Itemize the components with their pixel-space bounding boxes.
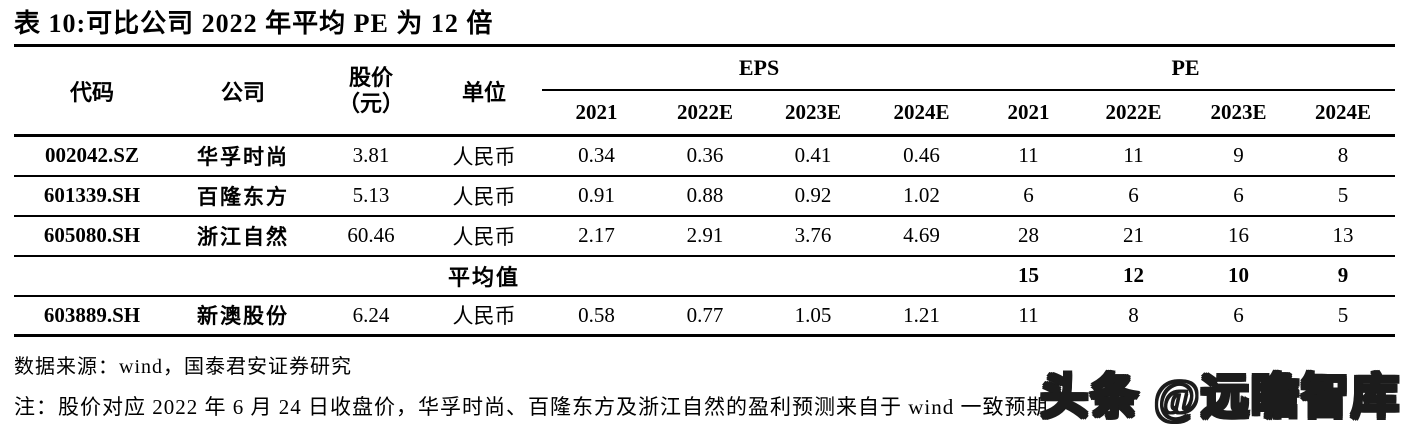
cell-pe-2022e: 21	[1081, 214, 1187, 256]
col-group-pe: PE	[976, 45, 1396, 91]
col-header-pe-2023e: 2023E	[1186, 89, 1292, 137]
cell-eps-2024e: 1.21	[867, 294, 977, 336]
cell-eps-2021: 0.58	[542, 294, 651, 336]
cell-company: 浙江自然	[170, 214, 316, 256]
cell-code: 002042.SZ	[14, 134, 170, 176]
col-header-code: 代码	[14, 45, 170, 137]
cell-company-empty	[170, 254, 316, 296]
cell-eps-2021: 2.17	[542, 214, 651, 256]
cell-unit: 人民币	[426, 214, 542, 256]
cell-price: 6.24	[316, 294, 426, 336]
col-header-unit: 单位	[426, 45, 542, 137]
cell-pe-2023e: 9	[1186, 134, 1292, 176]
col-header-eps-2022e: 2022E	[651, 89, 759, 137]
table-header: 代码 公司 股价 （元） 单位 EPS PE 2021 2022E 2023E …	[14, 45, 1396, 137]
cell-pe-2023e: 10	[1186, 254, 1292, 296]
col-header-pe-2021: 2021	[976, 89, 1082, 137]
cell-price-empty	[316, 254, 426, 296]
cell-eps-2022e: 2.91	[651, 214, 759, 256]
cell-eps-2023e: 1.05	[759, 294, 867, 336]
footnote-line: 注：股价对应 2022 年 6 月 24 日收盘价，华孚时尚、百隆东方及浙江自然…	[14, 395, 1049, 419]
cell-pe-2024e: 8	[1291, 134, 1396, 176]
table-row-huafu: 002042.SZ 华孚时尚 3.81 人民币 0.34 0.36 0.41 0…	[14, 134, 1396, 176]
cell-price: 3.81	[316, 134, 426, 176]
cell-company: 百隆东方	[170, 174, 316, 216]
cell-pe-2024e: 9	[1291, 254, 1396, 296]
cell-eps-2022e: 0.77	[651, 294, 759, 336]
cell-unit: 人民币	[426, 294, 542, 336]
col-header-pe-2022e: 2022E	[1081, 89, 1187, 137]
col-header-price: 股价 （元）	[316, 45, 426, 137]
cell-eps-2023e: 0.92	[759, 174, 867, 216]
cell-pe-2023e: 16	[1186, 214, 1292, 256]
cell-eps-2024e: 0.46	[867, 134, 977, 176]
cell-pe-2024e: 5	[1291, 174, 1396, 216]
cell-pe-2022e: 12	[1081, 254, 1187, 296]
cell-pe-2022e: 6	[1081, 174, 1187, 216]
col-header-price-line2: （元）	[337, 90, 404, 116]
cell-average-label: 平均值	[426, 254, 542, 296]
cell-company: 新澳股份	[170, 294, 316, 336]
cell-eps-2024e: 1.02	[867, 174, 977, 216]
cell-eps-2021: 0.34	[542, 134, 651, 176]
cell-code: 605080.SH	[14, 214, 170, 256]
cell-pe-2021: 28	[976, 214, 1082, 256]
cell-pe-2022e: 11	[1081, 134, 1187, 176]
cell-code: 601339.SH	[14, 174, 170, 216]
cell-pe-2022e: 8	[1081, 294, 1187, 336]
header-row-groups: 代码 公司 股价 （元） 单位 EPS PE	[14, 45, 1396, 137]
cell-eps-2024e-empty	[867, 254, 977, 296]
cell-pe-2021: 11	[976, 134, 1082, 176]
data-source-line: 数据来源：wind，国泰君安证券研究	[14, 356, 352, 378]
table-row-bailong: 601339.SH 百隆东方 5.13 人民币 0.91 0.88 0.92 1…	[14, 174, 1396, 216]
cell-eps-2022e: 0.88	[651, 174, 759, 216]
cell-company: 华孚时尚	[170, 134, 316, 176]
cell-eps-2023e: 3.76	[759, 214, 867, 256]
table-row-xinao: 603889.SH 新澳股份 6.24 人民币 0.58 0.77 1.05 1…	[14, 294, 1396, 336]
cell-eps-2023e-empty	[759, 254, 867, 296]
table-row-zhejiang: 605080.SH 浙江自然 60.46 人民币 2.17 2.91 3.76 …	[14, 214, 1396, 256]
col-header-eps-2021: 2021	[542, 89, 651, 137]
watermark: 头条 @远瞻智库	[1039, 370, 1401, 426]
cell-pe-2021: 15	[976, 254, 1082, 296]
col-header-eps-2023e: 2023E	[759, 89, 867, 137]
cell-pe-2023e: 6	[1186, 294, 1292, 336]
table-row-average: 平均值 15 12 10 9	[14, 254, 1396, 296]
cell-price: 5.13	[316, 174, 426, 216]
cell-eps-2023e: 0.41	[759, 134, 867, 176]
cell-pe-2021: 6	[976, 174, 1082, 216]
table-title: 表 10:可比公司 2022 年平均 PE 为 12 倍	[14, 9, 494, 38]
header-row-years: 2021 2022E 2023E 2024E 2021 2022E 2023E …	[14, 89, 1396, 137]
cell-pe-2024e: 5	[1291, 294, 1396, 336]
cell-eps-2022e-empty	[651, 254, 759, 296]
cell-code: 603889.SH	[14, 294, 170, 336]
table-body: 002042.SZ 华孚时尚 3.81 人民币 0.34 0.36 0.41 0…	[14, 134, 1396, 336]
col-header-eps-2024e: 2024E	[867, 89, 977, 137]
cell-code-empty	[14, 254, 170, 296]
col-header-company: 公司	[170, 45, 316, 137]
cell-eps-2021-empty	[542, 254, 651, 296]
cell-eps-2021: 0.91	[542, 174, 651, 216]
cell-eps-2022e: 0.36	[651, 134, 759, 176]
col-group-eps: EPS	[542, 45, 977, 91]
cell-pe-2021: 11	[976, 294, 1082, 336]
cell-unit: 人民币	[426, 174, 542, 216]
cell-price: 60.46	[316, 214, 426, 256]
pe-comparison-table: 代码 公司 股价 （元） 单位 EPS PE 2021 2022E 2023E …	[14, 44, 1396, 337]
col-header-pe-2024e: 2024E	[1291, 89, 1396, 137]
cell-eps-2024e: 4.69	[867, 214, 977, 256]
col-header-price-line1: 股价	[348, 65, 393, 91]
cell-unit: 人民币	[426, 134, 542, 176]
cell-pe-2023e: 6	[1186, 174, 1292, 216]
cell-pe-2024e: 13	[1291, 214, 1396, 256]
